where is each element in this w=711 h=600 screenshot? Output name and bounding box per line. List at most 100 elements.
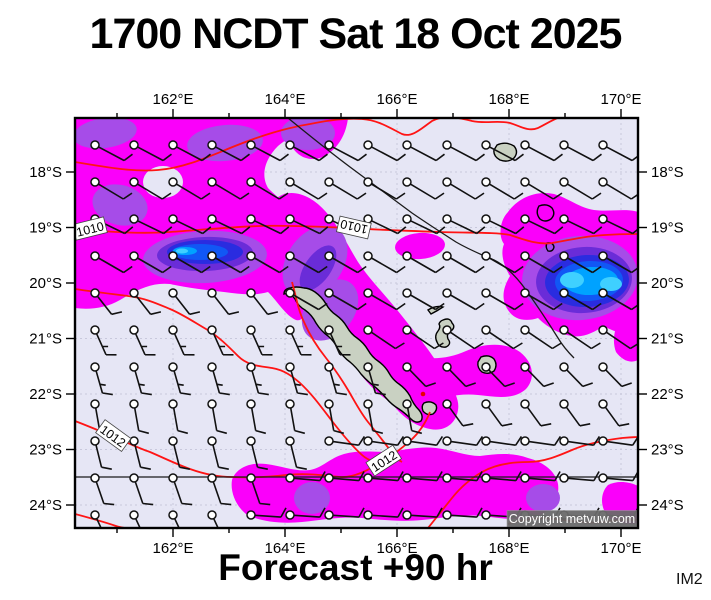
wind-barb-station	[481, 362, 491, 372]
wind-barb	[605, 369, 632, 388]
wind-barb	[290, 333, 312, 356]
lat-tick-label-left: 23°S	[29, 442, 62, 459]
isobar-label-text: 1010	[339, 217, 369, 237]
wind-barb	[332, 146, 367, 162]
wind-barb-station	[324, 140, 334, 150]
wind-barb-station	[402, 177, 412, 187]
lat-tick-label-right: 22°S	[651, 386, 684, 403]
wind-barb-station	[481, 288, 491, 298]
lat-tick-label-right: 23°S	[651, 442, 684, 459]
wind-barb	[567, 146, 602, 162]
wind-barb	[135, 295, 162, 316]
wind-barb	[95, 481, 115, 506]
isobar-label-box	[365, 444, 403, 477]
wind-barb-station	[285, 325, 295, 335]
wind-barb	[254, 507, 287, 518]
wind-barb	[174, 295, 201, 316]
wind-barb	[215, 257, 250, 274]
wind-barb-station	[363, 325, 373, 335]
wind-barb-station	[442, 362, 452, 372]
wind-barb-station	[520, 214, 530, 224]
wind-barb-station	[442, 177, 452, 187]
wind-barb	[606, 220, 638, 235]
wind-barb	[173, 481, 193, 506]
wind-barb	[371, 220, 407, 235]
lat-tick-label-right: 24°S	[651, 497, 684, 514]
wind-barb-station	[129, 288, 139, 298]
wind-barb	[329, 370, 347, 396]
wind-barb-station	[598, 362, 608, 372]
forecast-hour-label: Forecast +90 hr	[218, 547, 493, 588]
wind-barb-station	[598, 140, 608, 150]
wind-barb	[212, 518, 219, 528]
isobar-label-box	[95, 419, 132, 453]
copyright-text: Copyright metvuw.com	[509, 512, 635, 526]
wind-barb	[527, 331, 562, 350]
wind-barb	[251, 333, 273, 356]
wind-barb-station	[598, 251, 608, 261]
wind-barb-station	[520, 288, 530, 298]
wind-barb	[254, 220, 290, 235]
wind-barb	[292, 183, 328, 200]
lon-tick-label-top: 166°E	[376, 91, 417, 108]
wind-barb	[488, 369, 515, 388]
wind-barb-station	[520, 325, 530, 335]
wind-barb-station	[246, 510, 256, 520]
wind-barb	[371, 471, 404, 482]
wind-barb-station	[129, 140, 139, 150]
wind-barb-station	[246, 362, 256, 372]
wind-barb	[528, 146, 563, 162]
wind-barb	[251, 444, 268, 470]
wind-barb-station	[442, 140, 452, 150]
wind-barb	[136, 183, 172, 200]
wind-barb	[450, 146, 485, 162]
wind-barb-station	[246, 399, 256, 409]
city-marker	[420, 391, 426, 397]
wind-barb-station	[324, 473, 334, 483]
wind-barb	[212, 481, 232, 506]
wind-barb	[331, 183, 367, 200]
wind-barb-station	[246, 214, 256, 224]
wind-barb-station	[559, 214, 569, 224]
chart-title: 1700 NCDT Sat 18 Oct 2025	[89, 10, 623, 58]
wind-barb	[252, 295, 279, 316]
wind-barb	[489, 146, 524, 162]
wind-barb	[137, 220, 173, 235]
wind-barb	[371, 294, 406, 311]
wind-barb	[173, 370, 191, 396]
wind-barb	[410, 146, 445, 162]
wind-barb	[450, 220, 486, 235]
wind-barb	[97, 183, 133, 200]
wind-barb	[410, 435, 444, 446]
wind-barb-station	[90, 510, 100, 520]
wind-barb	[289, 407, 306, 435]
wind-barb	[176, 146, 211, 162]
wind-barb	[332, 507, 365, 518]
wind-barb-station	[90, 251, 100, 261]
wind-barb-station	[402, 140, 412, 150]
wind-barb	[293, 257, 328, 274]
isobar-label-text: 1010	[75, 219, 105, 239]
wind-barb-station	[598, 177, 608, 187]
wind-barb-station	[324, 288, 334, 298]
isobar-label: 1010	[75, 216, 108, 241]
wind-barb-station	[559, 473, 569, 483]
wind-barb-station	[324, 399, 334, 409]
isobar-line	[75, 118, 560, 172]
wind-barb	[528, 435, 562, 446]
wind-barb-station	[402, 288, 412, 298]
lon-tick-label-top: 162°E	[152, 91, 193, 108]
lat-tick-label-right: 20°S	[651, 275, 684, 292]
wind-barb	[328, 407, 345, 435]
wind-barb	[332, 435, 366, 446]
wind-barb	[371, 507, 404, 518]
wind-barb	[448, 406, 474, 427]
wind-barb	[134, 518, 141, 528]
wind-barb	[528, 220, 564, 235]
wind-barb-station	[90, 399, 100, 409]
rain-area-magenta	[613, 319, 638, 362]
rain-area-purple	[187, 124, 263, 162]
wind-barb	[95, 444, 112, 470]
wind-barb-station	[442, 325, 452, 335]
wind-barb-station	[129, 399, 139, 409]
